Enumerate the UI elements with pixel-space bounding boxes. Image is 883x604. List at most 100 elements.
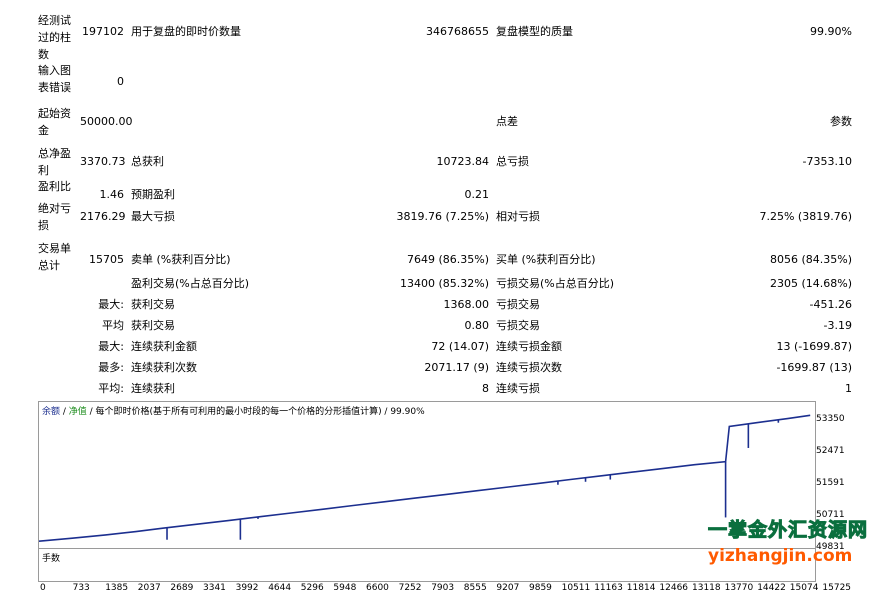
row-label2-dd: 最大亏损	[131, 210, 175, 223]
stat-value3: 1	[845, 382, 852, 395]
row-label-pf: 盈利比	[38, 180, 71, 193]
stat-label2: 盈利交易(%占总百分比)	[131, 277, 250, 290]
row-value3-deposit: 参数	[830, 115, 852, 128]
y-tick-label: 50711	[816, 510, 845, 520]
stat-value3: -3.19	[823, 319, 852, 332]
row-label-trades: 交易单总计	[38, 242, 71, 272]
y-tick-label: 49831	[816, 542, 845, 552]
row-value-dd: 2176.29	[80, 210, 126, 223]
row-label3-dd: 相对亏损	[496, 210, 540, 223]
balance-chart-svg	[38, 414, 811, 542]
row-value3-bars: 99.90%	[810, 25, 852, 38]
row-label3-deposit: 点差	[496, 115, 518, 128]
x-tick-label: 13118	[692, 583, 721, 593]
row-value2-bars: 346768655	[426, 25, 489, 38]
row-label2-bars: 用于复盘的即时价数量	[131, 25, 241, 38]
row-label2-pf: 预期盈利	[131, 188, 175, 201]
x-tick-label: 10511	[561, 583, 591, 593]
stat-prefix: 最大:	[98, 340, 124, 353]
stat-value3: -451.26	[809, 298, 852, 311]
x-tick-label: 0	[40, 583, 46, 593]
row-value-bars: 197102	[82, 25, 124, 38]
watermark: 一掌金外汇资源网 yizhangjin.com	[708, 515, 878, 567]
legend-description: / 每个即时价格(基于所有可利用的最小时段的每一个价格的分形插值计算) / 99…	[86, 407, 425, 417]
balance-series-line	[38, 414, 811, 542]
stat-label3: 连续亏损金额	[496, 340, 562, 353]
stat-label2: 连续获利次数	[131, 361, 197, 374]
stat-value2: 0.80	[464, 319, 490, 332]
x-tick-label: 2689	[170, 583, 194, 593]
y-tick-label: 53350	[816, 414, 845, 424]
legend-equity: 净值	[68, 407, 87, 417]
row-label2-trades: 卖单 (%获利百分比)	[131, 253, 231, 266]
y-axis-ticks: 53350 52471 51591 50711 49831	[816, 401, 876, 552]
row-value-errors: 0	[117, 75, 124, 88]
stat-value2: 1368.00	[443, 298, 490, 311]
x-tick-label: 15725	[822, 583, 852, 593]
x-tick-label: 3992	[235, 583, 259, 593]
x-tick-label: 15074	[789, 583, 819, 593]
chart-legend: 余额 / 净值 / 每个即时价格(基于所有可利用的最小时段的每一个价格的分形插值…	[42, 404, 425, 417]
row-value3-netprofit: -7353.10	[802, 155, 852, 168]
volume-panel	[38, 548, 816, 582]
row-label3-netprofit: 总亏损	[496, 155, 529, 168]
stat-prefix: 平均:	[98, 382, 124, 395]
x-tick-label: 14422	[757, 583, 786, 593]
stat-label3: 亏损交易	[496, 319, 540, 332]
row-value2-netprofit: 10723.84	[436, 155, 490, 168]
x-tick-label: 11163	[594, 583, 623, 593]
stat-value2: 72 (14.07)	[431, 340, 489, 353]
x-tick-label: 8555	[463, 583, 487, 593]
x-tick-label: 2037	[137, 583, 161, 593]
stat-prefix: 最多:	[98, 361, 124, 374]
report-table: 经测试过的柱数 197102 用于复盘的即时价数量 346768655 复盘模型的质量 9…	[38, 14, 852, 395]
x-tick-label: 13770	[724, 583, 754, 593]
x-tick-label: 1385	[105, 583, 129, 593]
row-value2-trades: 7649 (86.35%)	[406, 253, 489, 266]
stat-value2: 2071.17 (9)	[424, 361, 489, 374]
stat-label3: 连续亏损次数	[496, 361, 562, 374]
stat-label3: 亏损交易	[496, 298, 540, 311]
watermark-chinese: 一掌金外汇资源网	[708, 519, 869, 542]
stat-prefix: 平均	[102, 319, 124, 332]
x-tick-label: 3341	[203, 583, 226, 593]
stat-value3: -1699.87 (13)	[776, 361, 852, 374]
stat-value3: 2305 (14.68%)	[769, 277, 852, 290]
row-label-deposit: 起始资金	[38, 107, 71, 137]
row-value3-dd: 7.25% (3819.76)	[759, 210, 852, 223]
stat-label2: 连续获利	[131, 382, 175, 395]
stat-value2: 13400 (85.32%)	[399, 277, 489, 290]
x-axis-ticks: 0 733 1385 2037 2689 3341 3992 4644 5296 5948 6600…	[38, 583, 851, 599]
y-tick-label: 51591	[816, 478, 845, 488]
x-tick-label: 733	[72, 583, 90, 593]
legend-balance: 余额	[42, 407, 61, 417]
x-tick-label: 4644	[268, 583, 292, 593]
x-tick-label: 6600	[366, 583, 389, 593]
x-tick-label: 5948	[333, 583, 357, 593]
stat-label3: 连续亏损	[496, 382, 540, 395]
stat-value3: 13 (-1699.87)	[776, 340, 852, 353]
balance-chart	[38, 401, 816, 549]
x-tick-label: 9859	[529, 583, 552, 593]
watermark-url: yizhangjin.com	[708, 546, 853, 566]
x-tick-label: 9207	[496, 583, 520, 593]
row-label-bars: 经测试过的柱数	[38, 14, 71, 61]
row-value-trades: 15705	[89, 253, 124, 266]
row-label-errors: 输入图表错误	[38, 64, 71, 94]
legend-separator: /	[60, 407, 69, 417]
stat-label2: 获利交易	[131, 298, 175, 311]
x-tick-label: 7252	[398, 583, 422, 593]
x-tick-label: 7903	[431, 583, 455, 593]
x-tick-label: 12466	[659, 583, 689, 593]
stat-label2: 获利交易	[131, 319, 175, 332]
row-value-pf: 1.46	[99, 188, 125, 201]
row-label3-bars: 复盘模型的质量	[496, 25, 573, 38]
stat-label2: 连续获利金额	[131, 340, 197, 353]
stat-label3: 亏损交易(%占总百分比)	[496, 277, 615, 290]
row-value-deposit: 50000.00	[80, 115, 133, 128]
y-tick-label: 52471	[816, 446, 845, 456]
row-label3-trades: 买单 (%获利百分比)	[496, 253, 596, 266]
row-value2-pf: 0.21	[464, 188, 490, 201]
stat-value2: 8	[482, 382, 489, 395]
x-tick-label: 11814	[626, 583, 656, 593]
